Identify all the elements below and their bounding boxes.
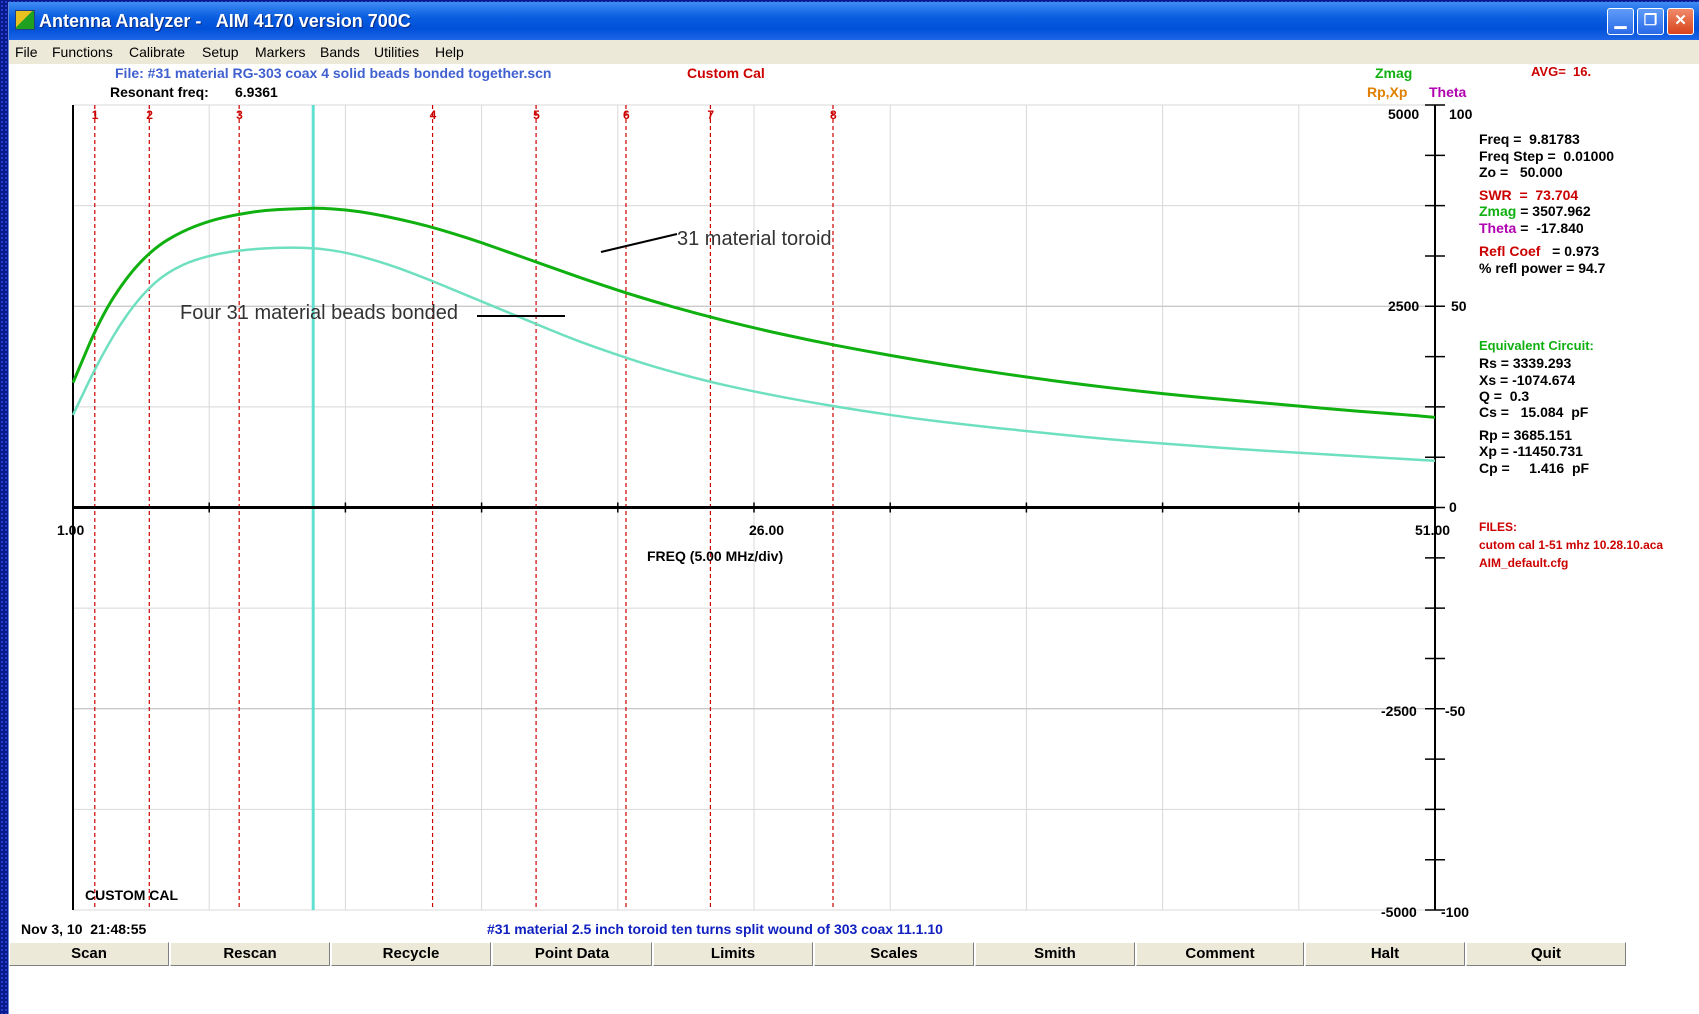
resonant-value: 6.9361 xyxy=(235,84,278,100)
quit-button[interactable]: Quit xyxy=(1466,942,1626,966)
menu-setup[interactable]: Setup xyxy=(202,44,239,60)
comment-button[interactable]: Comment xyxy=(1136,942,1304,966)
title-bar[interactable]: Antenna Analyzer - AIM 4170 version 700C… xyxy=(9,2,1699,40)
zmag-readout: Zmag = 3507.962 xyxy=(1479,203,1591,219)
marker-label: 6 xyxy=(623,108,630,122)
toroid-pointer-line xyxy=(600,233,678,253)
x-mid-label: 26.00 xyxy=(749,522,785,538)
minimize-button[interactable]: ▁ xyxy=(1607,8,1634,35)
toroid-annotation: 31 material toroid xyxy=(677,228,832,250)
right-tick-neg50: -50 xyxy=(1445,703,1466,719)
left-tick-5000: 5000 xyxy=(1388,106,1420,122)
datetime-status: Nov 3, 10 21:48:55 xyxy=(21,921,147,937)
limits-button[interactable]: Limits xyxy=(653,942,813,966)
chart-grid xyxy=(72,104,1436,911)
cp-readout: Cp = 1.416 pF xyxy=(1479,460,1590,476)
refl-coef-value: = 0.973 xyxy=(1540,243,1600,259)
window-title: Antenna Analyzer - AIM 4170 version 700C xyxy=(39,11,411,31)
rs-readout: Rs = 3339.293 xyxy=(1479,355,1572,371)
zo-readout: Zo = 50.000 xyxy=(1479,164,1563,180)
file-name: File: #31 material RG-303 coax 4 solid b… xyxy=(115,65,552,81)
theta-readout-label: Theta xyxy=(1479,220,1517,236)
left-tick-neg5000: -5000 xyxy=(1381,904,1417,920)
chart-axes xyxy=(72,104,1445,911)
legend-theta: Theta xyxy=(1429,84,1467,100)
marker-label: 7 xyxy=(707,108,714,122)
legend-zmag: Zmag xyxy=(1375,65,1413,81)
cal-file: cutom cal 1-51 mhz 10.28.10.aca xyxy=(1479,538,1664,552)
rescan-button[interactable]: Rescan xyxy=(170,942,330,966)
scan-button[interactable]: Scan xyxy=(9,942,169,966)
freq-readout: Freq = 9.81783 xyxy=(1479,131,1580,147)
xs-readout: Xs = -1074.674 xyxy=(1479,372,1576,388)
files-heading: FILES: xyxy=(1479,520,1517,534)
menu-file[interactable]: File xyxy=(15,44,38,60)
marker-label: 4 xyxy=(430,108,437,122)
menu-calibrate[interactable]: Calibrate xyxy=(129,44,186,60)
marker-label: 8 xyxy=(830,108,837,122)
x-axis-title: FREQ (5.00 MHz/div) xyxy=(647,548,784,564)
xp-readout: Xp = -11450.731 xyxy=(1479,443,1583,459)
point-data-button[interactable]: Point Data xyxy=(492,942,652,966)
x-max-label: 51.00 xyxy=(1415,522,1451,538)
cs-readout: Cs = 15.084 pF xyxy=(1479,404,1589,420)
app-icon xyxy=(15,10,35,30)
left-tick-0: 0 xyxy=(1449,499,1457,515)
maximize-button[interactable]: ❐ xyxy=(1637,8,1664,35)
menu-bar: File Functions Calibrate Setup Markers B… xyxy=(9,40,1699,64)
beads-curve xyxy=(71,246,1436,463)
chart-curves xyxy=(71,206,1436,463)
freq-step-readout: Freq Step = 0.01000 xyxy=(1479,148,1615,164)
zmag-readout-value: = 3507.962 xyxy=(1516,203,1591,219)
impedance-chart[interactable]: 1 2 3 4 5 6 7 8 xyxy=(9,2,1699,942)
swr-readout: SWR = 73.704 xyxy=(1479,187,1579,203)
toroid-curve xyxy=(71,206,1436,419)
menu-functions[interactable]: Functions xyxy=(52,44,113,60)
refl-power-readout: % refl power = 94.7 xyxy=(1479,260,1606,276)
theta-readout-value: = -17.840 xyxy=(1516,220,1584,236)
halt-button[interactable]: Halt xyxy=(1305,942,1465,966)
smith-button[interactable]: Smith xyxy=(975,942,1135,966)
zmag-readout-label: Zmag xyxy=(1479,203,1517,219)
close-button[interactable]: ✕ xyxy=(1667,8,1694,35)
marker-label: 5 xyxy=(533,108,540,122)
q-readout: Q = 0.3 xyxy=(1479,388,1530,404)
rp-readout: Rp = 3685.151 xyxy=(1479,427,1573,443)
right-tick-50: 50 xyxy=(1451,298,1467,314)
menu-markers[interactable]: Markers xyxy=(255,44,306,60)
menu-utilities[interactable]: Utilities xyxy=(374,44,420,60)
marker-label: 1 xyxy=(92,108,99,122)
refl-coef-label: Refl Coef xyxy=(1479,243,1541,259)
left-tick-2500: 2500 xyxy=(1388,298,1420,314)
custom-cal-label: Custom Cal xyxy=(687,65,765,81)
button-bar: Scan Rescan Recycle Point Data Limits Sc… xyxy=(9,942,1626,966)
scan-comment: #31 material 2.5 inch toroid ten turns s… xyxy=(487,921,943,937)
custom-cal-status: CUSTOM CAL xyxy=(85,887,179,903)
left-tick-neg2500: -2500 xyxy=(1381,703,1417,719)
marker-label: 3 xyxy=(236,108,243,122)
refl-coef-readout: Refl Coef = 0.973 xyxy=(1479,243,1599,259)
theta-readout: Theta = -17.840 xyxy=(1479,220,1584,236)
scales-button[interactable]: Scales xyxy=(814,942,974,966)
menu-bands[interactable]: Bands xyxy=(320,44,360,60)
analyzer-window: Antenna Analyzer - AIM 4170 version 700C… xyxy=(8,2,1699,1014)
cfg-file: AIM_default.cfg xyxy=(1479,556,1569,570)
marker-label: 2 xyxy=(146,108,153,122)
menu-help[interactable]: Help xyxy=(435,44,464,60)
x-min-label: 1.00 xyxy=(57,522,85,538)
beads-annotation: Four 31 material beads bonded xyxy=(180,302,458,324)
equivalent-heading: Equivalent Circuit: xyxy=(1479,338,1594,353)
right-tick-neg100: -100 xyxy=(1441,904,1470,920)
legend-rpxp: Rp,Xp xyxy=(1367,84,1408,100)
right-tick-100: 100 xyxy=(1449,106,1473,122)
avg-readout: AVG= 16. xyxy=(1531,64,1592,79)
resonant-label: Resonant freq: xyxy=(110,84,209,100)
recycle-button[interactable]: Recycle xyxy=(331,942,491,966)
